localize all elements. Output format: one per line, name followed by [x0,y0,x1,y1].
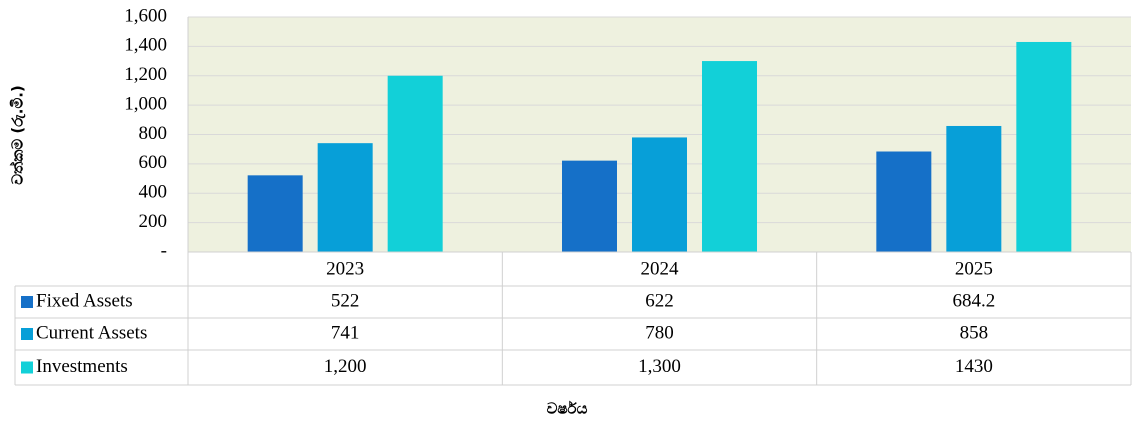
bar [946,125,1002,252]
legend-swatch [21,296,33,308]
table-value: 780 [645,322,674,343]
table-value: 622 [645,290,674,311]
table-value: 1,300 [638,356,681,377]
y-axis-label: වත්කම (රු.මි.) [8,85,26,185]
table-value: 741 [331,322,360,343]
category-label: 2025 [955,258,993,279]
y-tick-label: 1,600 [124,5,167,26]
category-label: 2024 [641,258,680,279]
y-tick-label: 200 [139,211,168,232]
legend-label: Fixed Assets [36,290,133,311]
legend-swatch [21,361,33,374]
table-value: 1430 [955,356,993,377]
legend-label: Investments [36,356,128,377]
y-tick-label: 600 [139,152,168,173]
bar [387,75,443,252]
y-tick-label: 400 [139,182,168,203]
y-tick-label: - [161,240,167,261]
category-label: 2023 [326,258,364,279]
table-value: 522 [331,290,360,311]
table-value: 684.2 [952,290,995,311]
bar [562,160,617,252]
legend-label: Current Assets [36,322,147,343]
table-value: 1,200 [324,356,367,377]
table-value: 858 [960,322,989,343]
bar [1016,41,1072,252]
y-tick-label: 1,200 [124,64,167,85]
y-tick-label: 800 [139,123,168,144]
bar [702,61,757,252]
bar [876,151,932,252]
bar [317,143,373,252]
legend-swatch [21,328,33,340]
y-tick-label: 1,000 [124,93,167,114]
bar [632,137,687,252]
x-axis-label: වර්ෂය [547,400,588,418]
bar [247,175,303,252]
y-tick-label: 1,400 [124,35,167,56]
